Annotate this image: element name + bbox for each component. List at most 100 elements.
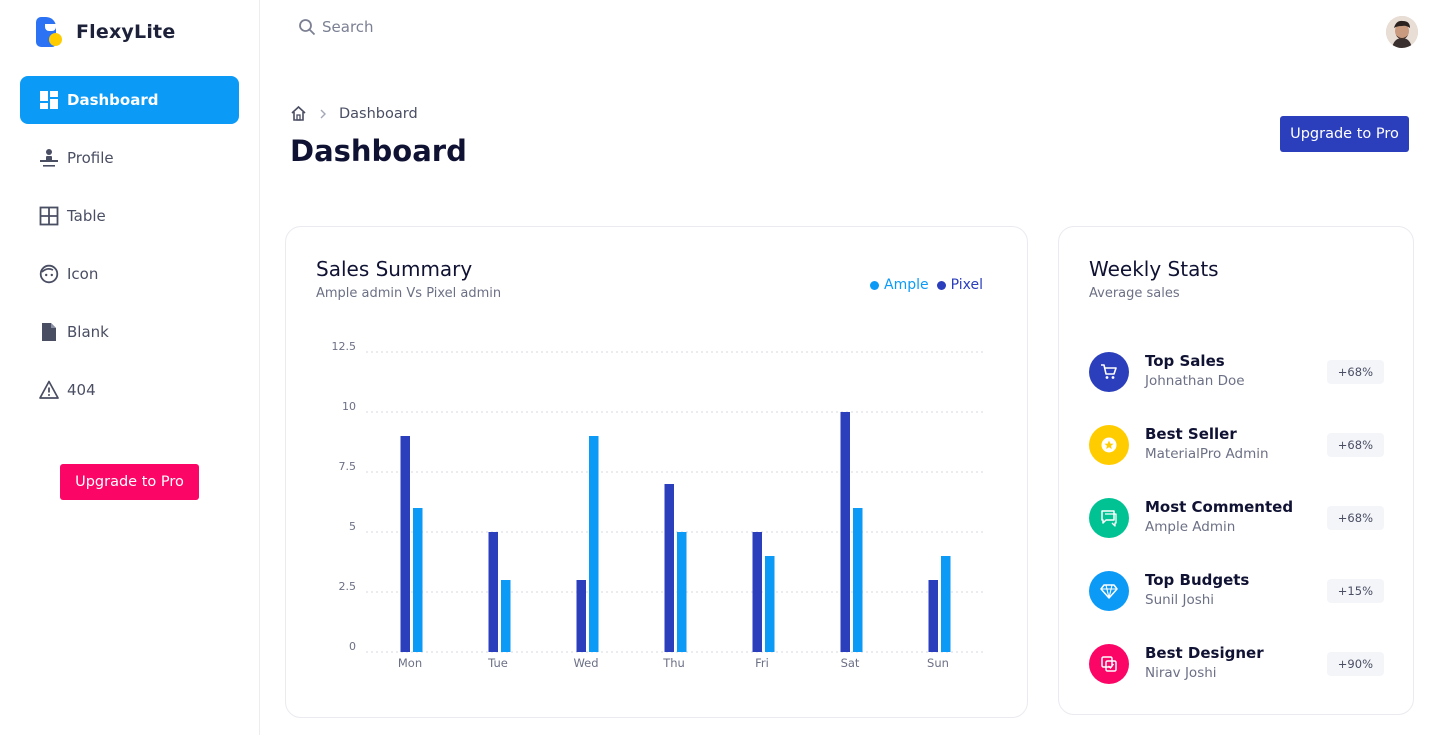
stat-row-top-sales[interactable]: Top Sales Johnathan Doe +68% (1089, 352, 1384, 396)
stat-badge: +68% (1326, 433, 1384, 457)
search-icon (299, 19, 316, 36)
bar-ample (501, 580, 511, 652)
file-icon (39, 322, 59, 342)
x-tick-label: Thu (662, 656, 685, 670)
y-tick-label: 5 (349, 520, 356, 533)
bar-ample (677, 532, 687, 652)
sidebar-item-404[interactable]: 404 (20, 366, 239, 414)
stat-title: Best Seller (1145, 425, 1237, 443)
sales-summary-subtitle: Ample admin Vs Pixel admin (316, 286, 502, 301)
x-tick-label: Sun (927, 656, 949, 670)
sidebar-item-profile[interactable]: Profile (20, 134, 239, 182)
x-tick-label: Fri (755, 656, 769, 670)
bar-pixel (752, 532, 762, 652)
y-tick-label: 7.5 (339, 460, 357, 473)
sales-bar-chart: 0 2.5 5 7.5 10 12.5 Mon Tue Wed Thu Fri Sat Sun (332, 340, 983, 670)
weekly-stats-subtitle: Average sales (1089, 286, 1180, 301)
profile-icon (39, 148, 59, 168)
stat-badge: +90% (1326, 652, 1384, 676)
weekly-stats-title: Weekly Stats (1089, 257, 1219, 281)
sidebar: FlexyLite Dashboard Profile Table Icon (0, 0, 260, 735)
sidebar-item-blank[interactable]: Blank (20, 308, 239, 356)
bar-pixel (576, 580, 586, 652)
legend-item-ample[interactable]: Ample (870, 277, 929, 293)
bar-ample (765, 556, 775, 652)
sales-summary-title: Sales Summary (316, 257, 473, 281)
stat-subtitle: Johnathan Doe (1145, 373, 1245, 389)
stat-subtitle: MaterialPro Admin (1145, 446, 1269, 462)
dashboard-icon (39, 90, 59, 110)
search-input[interactable]: Search (322, 18, 374, 36)
legend-item-pixel[interactable]: Pixel (936, 277, 983, 293)
legend-dot-icon (936, 280, 946, 290)
user-avatar[interactable] (1386, 16, 1418, 48)
sidebar-item-label: Table (67, 207, 106, 225)
sidebar-item-table[interactable]: Table (20, 192, 239, 240)
sidebar-nav: Dashboard Profile Table Icon Blank (20, 76, 239, 424)
stat-row-best-designer[interactable]: Best Designer Nirav Joshi +90% (1089, 644, 1384, 688)
cart-icon (1089, 352, 1129, 392)
x-tick-label: Mon (398, 656, 422, 670)
sidebar-item-label: Profile (67, 149, 114, 167)
warning-icon (39, 380, 59, 400)
stat-subtitle: Nirav Joshi (1145, 665, 1217, 681)
breadcrumb-current: Dashboard (339, 105, 418, 122)
weekly-stats-card: Weekly Stats Average sales Top Sales Joh… (1058, 226, 1414, 715)
sidebar-item-label: 404 (67, 381, 96, 399)
sales-summary-card: Sales Summary Ample admin Vs Pixel admin… (285, 226, 1028, 718)
diamond-icon (1089, 571, 1129, 611)
legend-label: Ample (884, 277, 929, 293)
logo-icon (36, 17, 64, 47)
design-icon (1089, 644, 1129, 684)
sidebar-item-icon[interactable]: Icon (20, 250, 239, 298)
y-tick-label: 2.5 (339, 580, 357, 593)
bar-ample (589, 436, 599, 652)
legend-label: Pixel (950, 277, 983, 293)
star-icon (1089, 425, 1129, 465)
x-tick-label: Sat (841, 656, 860, 670)
y-tick-label: 12.5 (332, 340, 357, 353)
bar-ample (941, 556, 951, 652)
y-tick-label: 10 (342, 400, 356, 413)
app-name: FlexyLite (76, 21, 176, 43)
chart-legend: Ample Pixel (870, 277, 991, 293)
search-bar[interactable]: Search (298, 18, 374, 36)
sidebar-item-label: Dashboard (67, 91, 159, 109)
stat-subtitle: Sunil Joshi (1145, 592, 1215, 608)
x-tick-label: Tue (487, 656, 508, 670)
stat-row-top-budgets[interactable]: Top Budgets Sunil Joshi +15% (1089, 571, 1384, 615)
stat-row-best-seller[interactable]: Best Seller MaterialPro Admin +68% (1089, 425, 1384, 469)
upgrade-button[interactable]: Upgrade to Pro (1280, 116, 1409, 152)
bar-pixel (664, 484, 674, 652)
face-icon (39, 264, 59, 284)
stat-subtitle: Ample Admin (1145, 519, 1236, 535)
stat-badge: +15% (1326, 579, 1384, 603)
bar-ample (413, 508, 423, 652)
stat-row-most-commented[interactable]: Most Commented Ample Admin +68% (1089, 498, 1384, 542)
sidebar-upgrade-button[interactable]: Upgrade to Pro (60, 464, 199, 500)
stat-badge: +68% (1326, 506, 1384, 530)
table-icon (39, 206, 59, 226)
page-title: Dashboard (290, 134, 467, 168)
comment-icon (1089, 498, 1129, 538)
stat-title: Best Designer (1145, 644, 1264, 662)
legend-dot-icon (870, 280, 879, 290)
bar-pixel (488, 532, 498, 652)
stat-title: Top Budgets (1145, 571, 1250, 589)
chevron-right-icon (320, 109, 326, 118)
x-tick-label: Wed (573, 656, 598, 670)
bar-pixel (928, 580, 938, 652)
bar-pixel (400, 436, 410, 652)
stat-title: Most Commented (1145, 498, 1294, 516)
breadcrumb: Dashboard (290, 105, 418, 122)
bar-pixel (840, 412, 850, 652)
stat-title: Top Sales (1145, 352, 1225, 370)
app-logo[interactable]: FlexyLite (36, 17, 175, 47)
stat-badge: +68% (1326, 360, 1384, 384)
bar-ample (853, 508, 863, 652)
sidebar-item-label: Blank (67, 323, 109, 341)
sidebar-item-dashboard[interactable]: Dashboard (20, 76, 239, 124)
home-icon[interactable] (290, 105, 307, 122)
y-tick-label: 0 (349, 640, 356, 653)
sidebar-item-label: Icon (67, 265, 99, 283)
